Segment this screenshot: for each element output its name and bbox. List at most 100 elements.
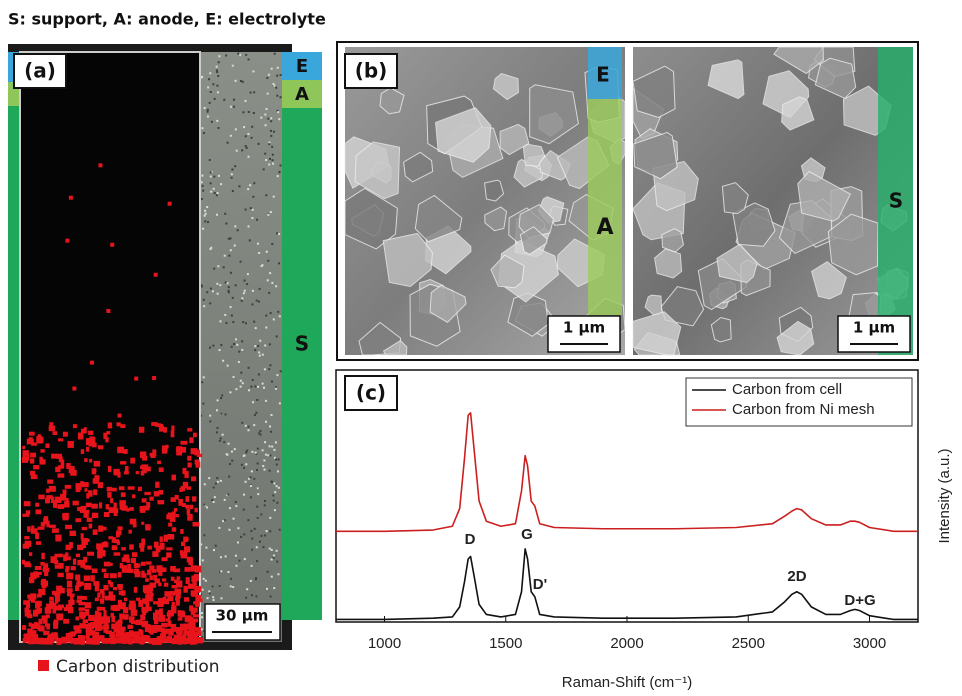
- dot: [127, 563, 131, 571]
- dot: [158, 614, 166, 622]
- dot: [184, 617, 192, 622]
- speck: [276, 175, 279, 178]
- speck: [234, 128, 237, 131]
- dot: [62, 431, 68, 437]
- dot: [173, 508, 178, 512]
- dot: [64, 484, 72, 489]
- dot: [171, 605, 177, 612]
- dot: [123, 607, 129, 614]
- dot: [92, 529, 98, 535]
- speck: [251, 378, 254, 381]
- speck: [209, 420, 212, 423]
- speck: [265, 314, 268, 317]
- speck: [239, 260, 242, 263]
- dot: [72, 631, 76, 637]
- texture: [200, 52, 282, 640]
- dot: [34, 565, 42, 570]
- speck: [271, 243, 274, 246]
- dot: [161, 633, 166, 639]
- dot: [117, 471, 121, 478]
- dot: [185, 577, 190, 585]
- dot: [97, 552, 103, 559]
- speck: [209, 72, 212, 75]
- speck: [201, 75, 204, 78]
- grain: [483, 179, 505, 202]
- dot: [162, 445, 168, 452]
- dot: [194, 565, 202, 573]
- dot: [140, 547, 145, 552]
- dot: [47, 633, 53, 639]
- speck: [243, 466, 246, 469]
- grain: [707, 59, 745, 100]
- dot: [187, 455, 192, 461]
- grain: [490, 254, 525, 289]
- speck: [219, 556, 222, 559]
- dot: [138, 426, 145, 433]
- dot: [185, 496, 190, 502]
- dot: [66, 589, 72, 597]
- speck: [209, 175, 212, 178]
- dot: [30, 474, 38, 480]
- dot: [60, 459, 65, 466]
- dot: [49, 524, 56, 528]
- dot: [120, 630, 125, 637]
- dot: [121, 568, 129, 573]
- speck: [268, 445, 271, 448]
- speck: [272, 83, 275, 86]
- dot: [30, 593, 37, 600]
- speck: [276, 560, 279, 563]
- dot: [120, 461, 127, 465]
- dot: [68, 600, 72, 607]
- dot: [175, 599, 180, 606]
- dot: [33, 464, 40, 470]
- grain: [382, 340, 408, 356]
- dot: [63, 554, 67, 562]
- speck: [258, 351, 261, 354]
- dot: [31, 442, 37, 446]
- dot: [189, 437, 194, 444]
- speck: [216, 292, 219, 295]
- speck: [213, 192, 216, 195]
- speck: [249, 91, 252, 94]
- dot: [86, 493, 90, 499]
- speck: [240, 371, 243, 374]
- dot: [149, 629, 154, 635]
- dot: [87, 551, 95, 556]
- speck: [228, 475, 231, 478]
- speck: [275, 285, 278, 288]
- speck: [244, 135, 247, 138]
- dot: [89, 458, 93, 463]
- dot: [88, 441, 95, 447]
- dot: [136, 597, 141, 601]
- dot: [163, 534, 168, 542]
- dot: [191, 575, 198, 582]
- grain: [797, 170, 851, 222]
- speck: [215, 194, 218, 197]
- dot: [27, 594, 32, 599]
- speck: [259, 429, 262, 432]
- speck: [236, 229, 239, 232]
- dot: [118, 486, 125, 491]
- dot: [151, 422, 158, 426]
- speck: [266, 587, 269, 590]
- speck: [209, 346, 212, 349]
- dot: [121, 602, 126, 609]
- dot: [29, 470, 36, 476]
- dot: [175, 597, 180, 601]
- speck: [254, 578, 257, 581]
- dot: [158, 571, 163, 576]
- speck: [247, 425, 250, 428]
- speck: [261, 353, 264, 356]
- dot: [105, 437, 109, 443]
- dot: [32, 609, 39, 617]
- speck: [223, 441, 226, 444]
- speck: [270, 380, 273, 383]
- speck: [256, 560, 259, 563]
- speck: [216, 477, 219, 480]
- speck: [231, 190, 234, 193]
- dot: [55, 591, 61, 596]
- dot: [152, 449, 157, 457]
- speck: [217, 126, 220, 129]
- speck: [260, 513, 263, 516]
- speck: [272, 130, 275, 133]
